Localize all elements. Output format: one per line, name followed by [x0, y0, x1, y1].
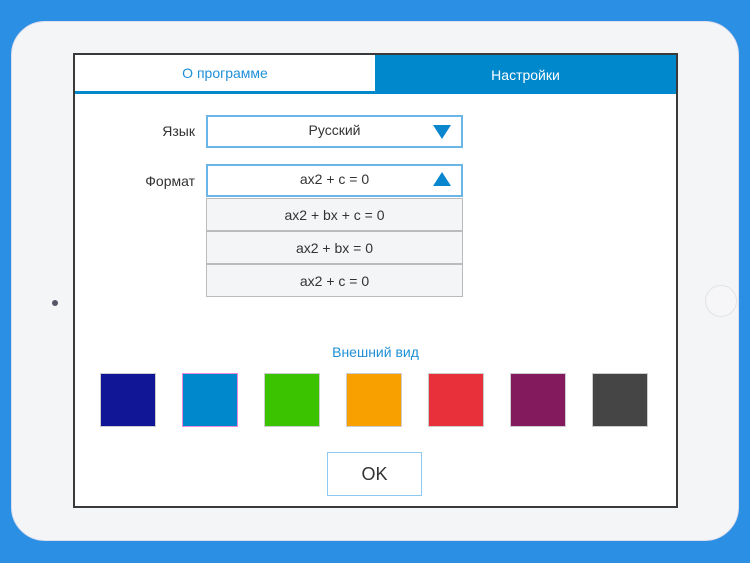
language-select[interactable]: Русский — [206, 115, 463, 148]
color-swatch[interactable] — [264, 373, 320, 427]
home-button[interactable] — [705, 285, 737, 317]
color-swatch[interactable] — [428, 373, 484, 427]
ok-button[interactable]: OK — [327, 452, 422, 496]
color-swatch[interactable] — [182, 373, 238, 427]
format-option[interactable]: ax2 + bx = 0 — [206, 231, 463, 264]
tab-about[interactable]: О программе — [75, 55, 375, 94]
appearance-title: Внешний вид — [332, 344, 419, 360]
format-option[interactable]: ax2 + c = 0 — [206, 264, 463, 297]
chevron-down-icon — [433, 125, 451, 139]
color-swatch[interactable] — [592, 373, 648, 427]
camera-icon — [52, 300, 58, 306]
settings-dialog: О программе Настройки Язык Русский Форма… — [73, 53, 678, 508]
color-swatch[interactable] — [346, 373, 402, 427]
chevron-up-icon — [433, 172, 451, 186]
language-label: Язык — [162, 123, 195, 139]
tab-settings[interactable]: Настройки — [375, 55, 676, 94]
color-swatch[interactable] — [510, 373, 566, 427]
format-value: ax2 + c = 0 — [299, 171, 370, 187]
format-option[interactable]: ax2 + bx + c = 0 — [206, 198, 463, 231]
language-value: Русский — [308, 122, 361, 138]
format-select[interactable]: ax2 + c = 0 — [206, 164, 463, 197]
format-label: Формат — [145, 173, 195, 189]
color-swatch[interactable] — [100, 373, 156, 427]
